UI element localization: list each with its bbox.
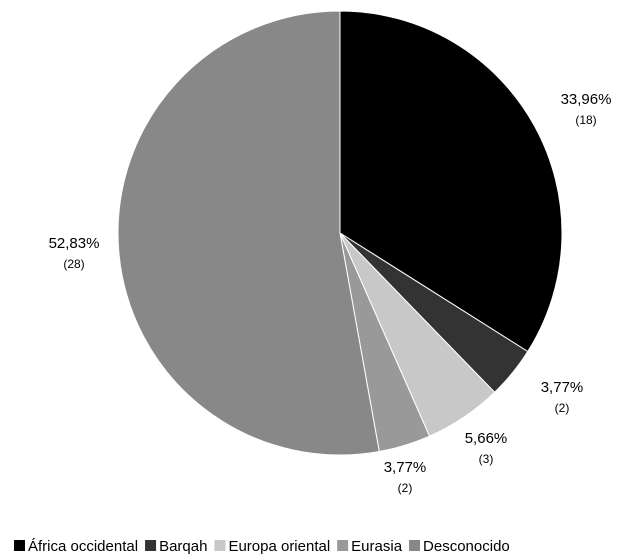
pie-slices bbox=[117, 10, 563, 456]
slice-percent-label-1: 3,77% bbox=[541, 379, 584, 396]
legend-swatch-0 bbox=[14, 540, 25, 551]
legend-label-0: África occidental bbox=[28, 538, 138, 555]
slice-count-label-1: (2) bbox=[555, 401, 570, 415]
pie-labels: 33,96% (18) 3,77% (2) 5,66% (3) 3,77% (2) 52,83%… bbox=[49, 91, 612, 495]
legend-label-1: Barqah bbox=[159, 538, 207, 555]
slice-count-label-4: (28) bbox=[63, 257, 84, 271]
legend-label-3: Eurasia bbox=[351, 538, 403, 555]
slice-percent-label-4: 52,83% bbox=[49, 235, 100, 252]
legend-swatch-1 bbox=[145, 540, 157, 551]
slice-count-label-3: (2) bbox=[398, 481, 413, 495]
legend-swatch-2 bbox=[214, 540, 226, 551]
slice-percent-label-0: 33,96% bbox=[561, 91, 612, 108]
legend-swatch-3 bbox=[337, 540, 349, 551]
legend-label-4: Desconocido bbox=[423, 538, 510, 555]
slice-percent-label-3: 3,77% bbox=[384, 459, 427, 476]
slice-percent-label-2: 5,66% bbox=[465, 430, 508, 447]
slice-count-label-2: (3) bbox=[479, 452, 494, 466]
legend: África occidental Barqah Europa oriental Eu… bbox=[14, 538, 510, 555]
slice-count-label-0: (18) bbox=[575, 113, 596, 127]
legend-swatch-4 bbox=[409, 540, 421, 551]
pie-slice-0 bbox=[339, 10, 563, 353]
pie-slice-4 bbox=[117, 10, 380, 456]
legend-label-2: Europa oriental bbox=[228, 538, 330, 555]
